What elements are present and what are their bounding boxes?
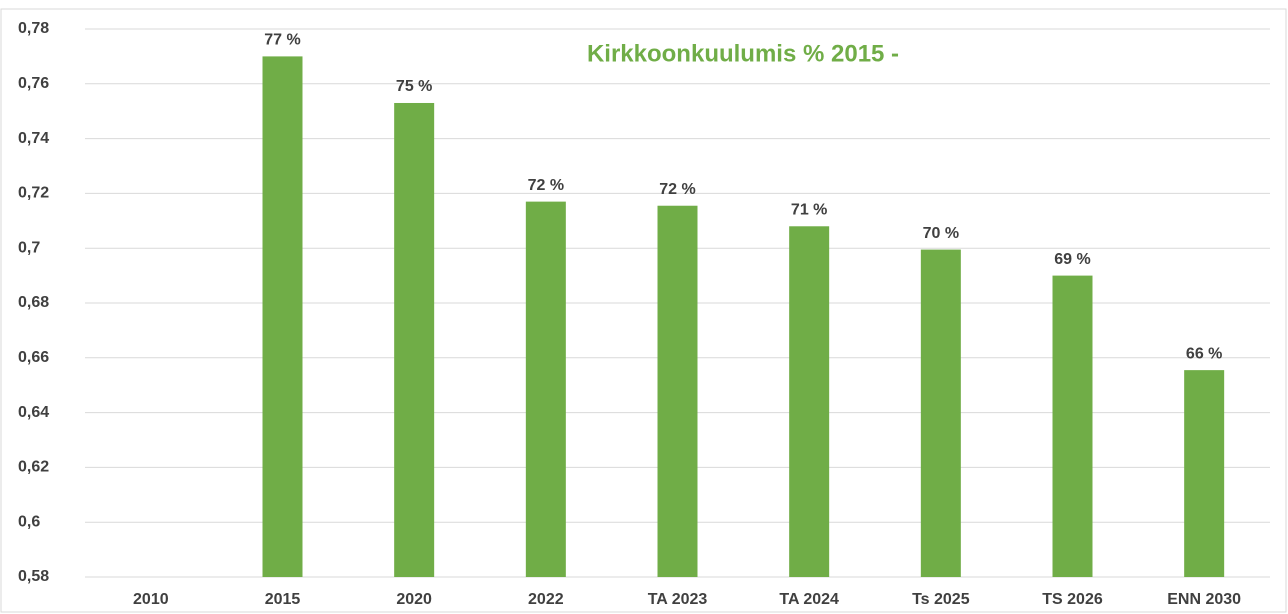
bar <box>1184 370 1225 577</box>
bar <box>525 201 566 577</box>
bar <box>920 249 961 577</box>
data-label: 72 % <box>659 181 695 198</box>
y-tick-label: 0,74 <box>18 130 49 147</box>
chart-title: Kirkkoonkuulumis % 2015 - <box>587 40 899 67</box>
y-tick-label: 0,76 <box>18 75 49 92</box>
y-tick-label: 0,6 <box>18 513 40 530</box>
x-tick-label: TA 2023 <box>648 591 708 608</box>
bar <box>394 102 435 577</box>
x-tick-label: 2020 <box>396 591 432 608</box>
data-label: 72 % <box>528 177 564 194</box>
y-tick-label: 0,78 <box>18 20 49 37</box>
bar <box>1052 275 1093 577</box>
y-tick-label: 0,62 <box>18 459 49 476</box>
x-tick-label: 2015 <box>265 591 301 608</box>
data-label: 71 % <box>791 201 827 218</box>
bar <box>262 56 303 577</box>
data-label: 75 % <box>396 78 432 95</box>
data-label: 77 % <box>264 32 300 49</box>
y-tick-label: 0,64 <box>18 404 49 421</box>
x-tick-label: 2010 <box>133 591 169 608</box>
bar <box>657 205 698 578</box>
x-tick-label: TA 2024 <box>779 591 839 608</box>
x-tick-label: ENN 2030 <box>1167 591 1241 608</box>
x-tick-label: Ts 2025 <box>912 591 970 608</box>
chart-border <box>0 8 1287 613</box>
y-tick-label: 0,58 <box>18 568 49 585</box>
data-label: 66 % <box>1186 345 1222 362</box>
y-tick-label: 0,68 <box>18 294 49 311</box>
y-tick-label: 0,72 <box>18 185 49 202</box>
data-label: 70 % <box>923 225 959 242</box>
data-label: 69 % <box>1054 251 1090 268</box>
y-tick-label: 0,66 <box>18 349 49 366</box>
bar <box>789 226 830 577</box>
x-tick-label: 2022 <box>528 591 564 608</box>
x-tick-label: TS 2026 <box>1042 591 1103 608</box>
y-tick-label: 0,7 <box>18 239 40 256</box>
